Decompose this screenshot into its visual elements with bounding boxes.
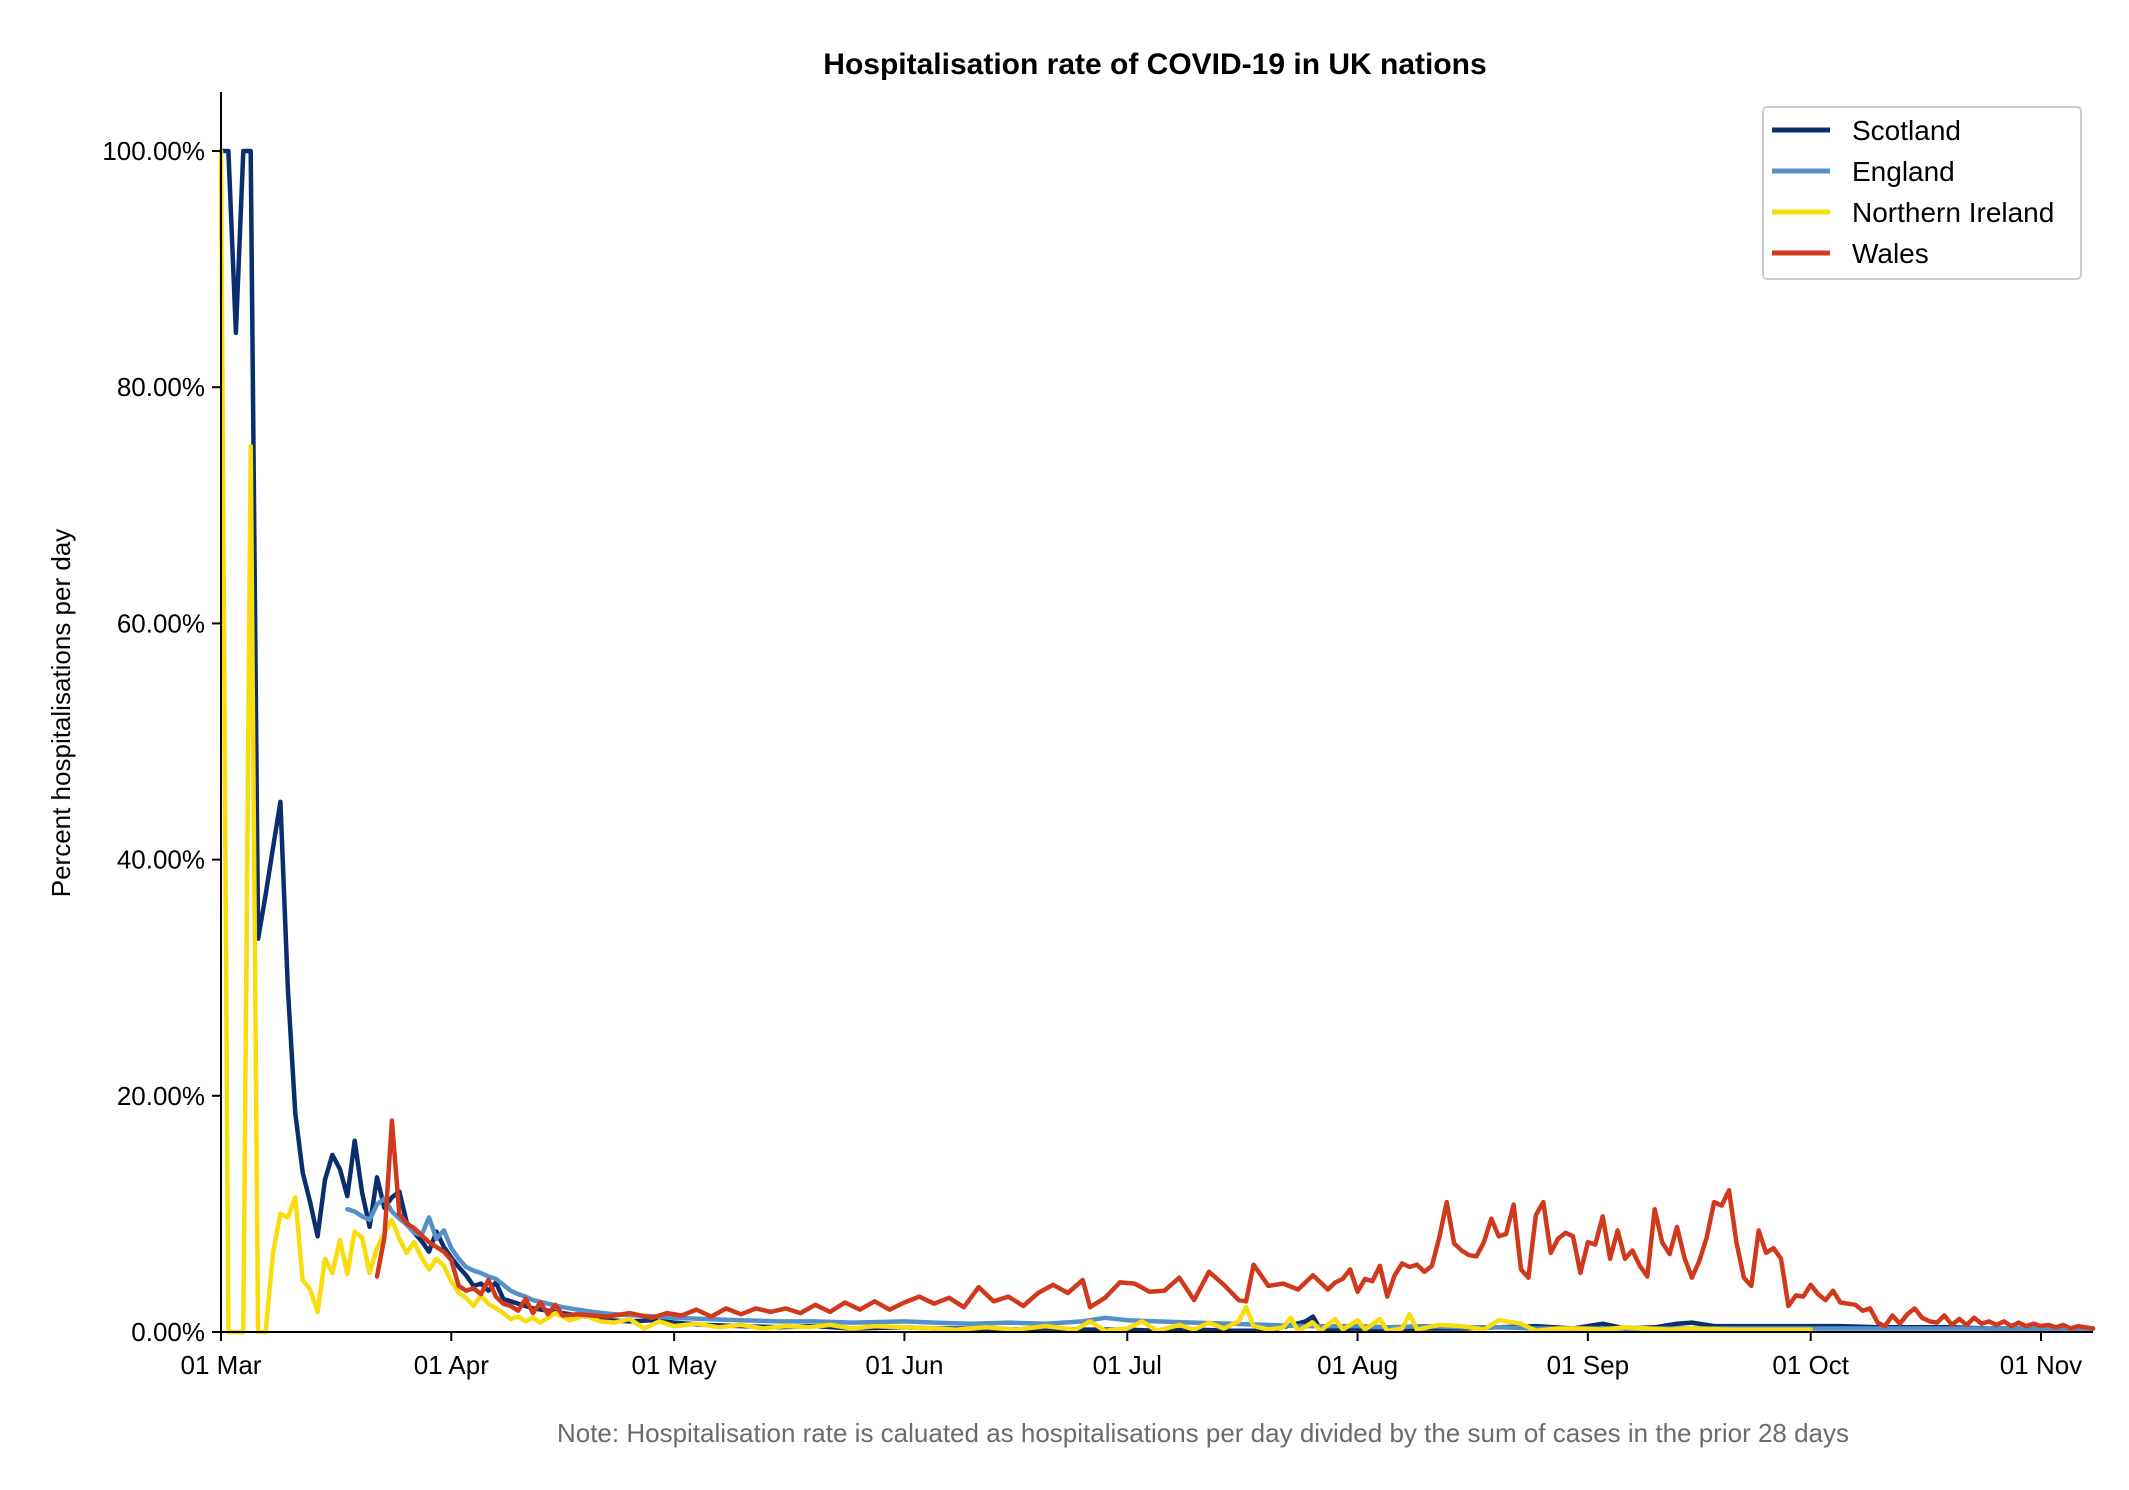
series-line-wales <box>374 1118 2096 1331</box>
legend-label: Wales <box>1852 238 1929 269</box>
chart-note: Note: Hospitalisation rate is caluated a… <box>557 1418 1849 1448</box>
y-tick-label: 40.00% <box>117 845 205 875</box>
x-tick-label: 01 Jul <box>1093 1350 1162 1380</box>
legend-label: Northern Ireland <box>1852 197 2054 228</box>
legend-items: Scotland England Northern Ireland Wales <box>1772 115 2054 269</box>
x-ticks: 01 Mar 01 Apr 01 May 01 Jun 01 Jul 01 Aug 01 S… <box>181 1332 2082 1380</box>
legend-label: Scotland <box>1852 115 1961 146</box>
y-tick-label: 20.00% <box>117 1081 205 1111</box>
y-tick-label: 0.00% <box>131 1317 205 1347</box>
y-axis-label: Percent hospitalisations per day <box>46 529 76 898</box>
legend: Scotland England Northern Ireland Wales <box>1762 106 2082 280</box>
x-tick-label: 01 Nov <box>2000 1350 2082 1380</box>
x-tick-label: 01 Aug <box>1317 1350 1398 1380</box>
chart-title: Hospitalisation rate of COVID-19 in UK n… <box>823 48 1486 81</box>
series-layer <box>218 148 2096 1335</box>
y-ticks: 0.00% 20.00% 40.00% 60.00% 80.00% 100.00% <box>102 136 221 1347</box>
x-tick-label: 01 Apr <box>414 1350 490 1380</box>
series-line-northern-ireland <box>218 148 1813 1335</box>
x-tick-label: 01 May <box>632 1350 717 1380</box>
series-line-scotland <box>218 148 2096 1334</box>
legend-label: England <box>1852 156 1955 187</box>
x-tick-label: 01 Sep <box>1547 1350 1629 1380</box>
y-tick-label: 100.00% <box>102 136 205 166</box>
x-tick-label: 01 Jun <box>865 1350 943 1380</box>
y-tick-label: 80.00% <box>117 372 205 402</box>
series-line-england <box>345 1196 2096 1331</box>
legend-box <box>1762 106 2082 280</box>
y-tick-label: 60.00% <box>117 608 205 638</box>
x-tick-label: 01 Oct <box>1772 1350 1849 1380</box>
x-tick-label: 01 Mar <box>181 1350 262 1380</box>
